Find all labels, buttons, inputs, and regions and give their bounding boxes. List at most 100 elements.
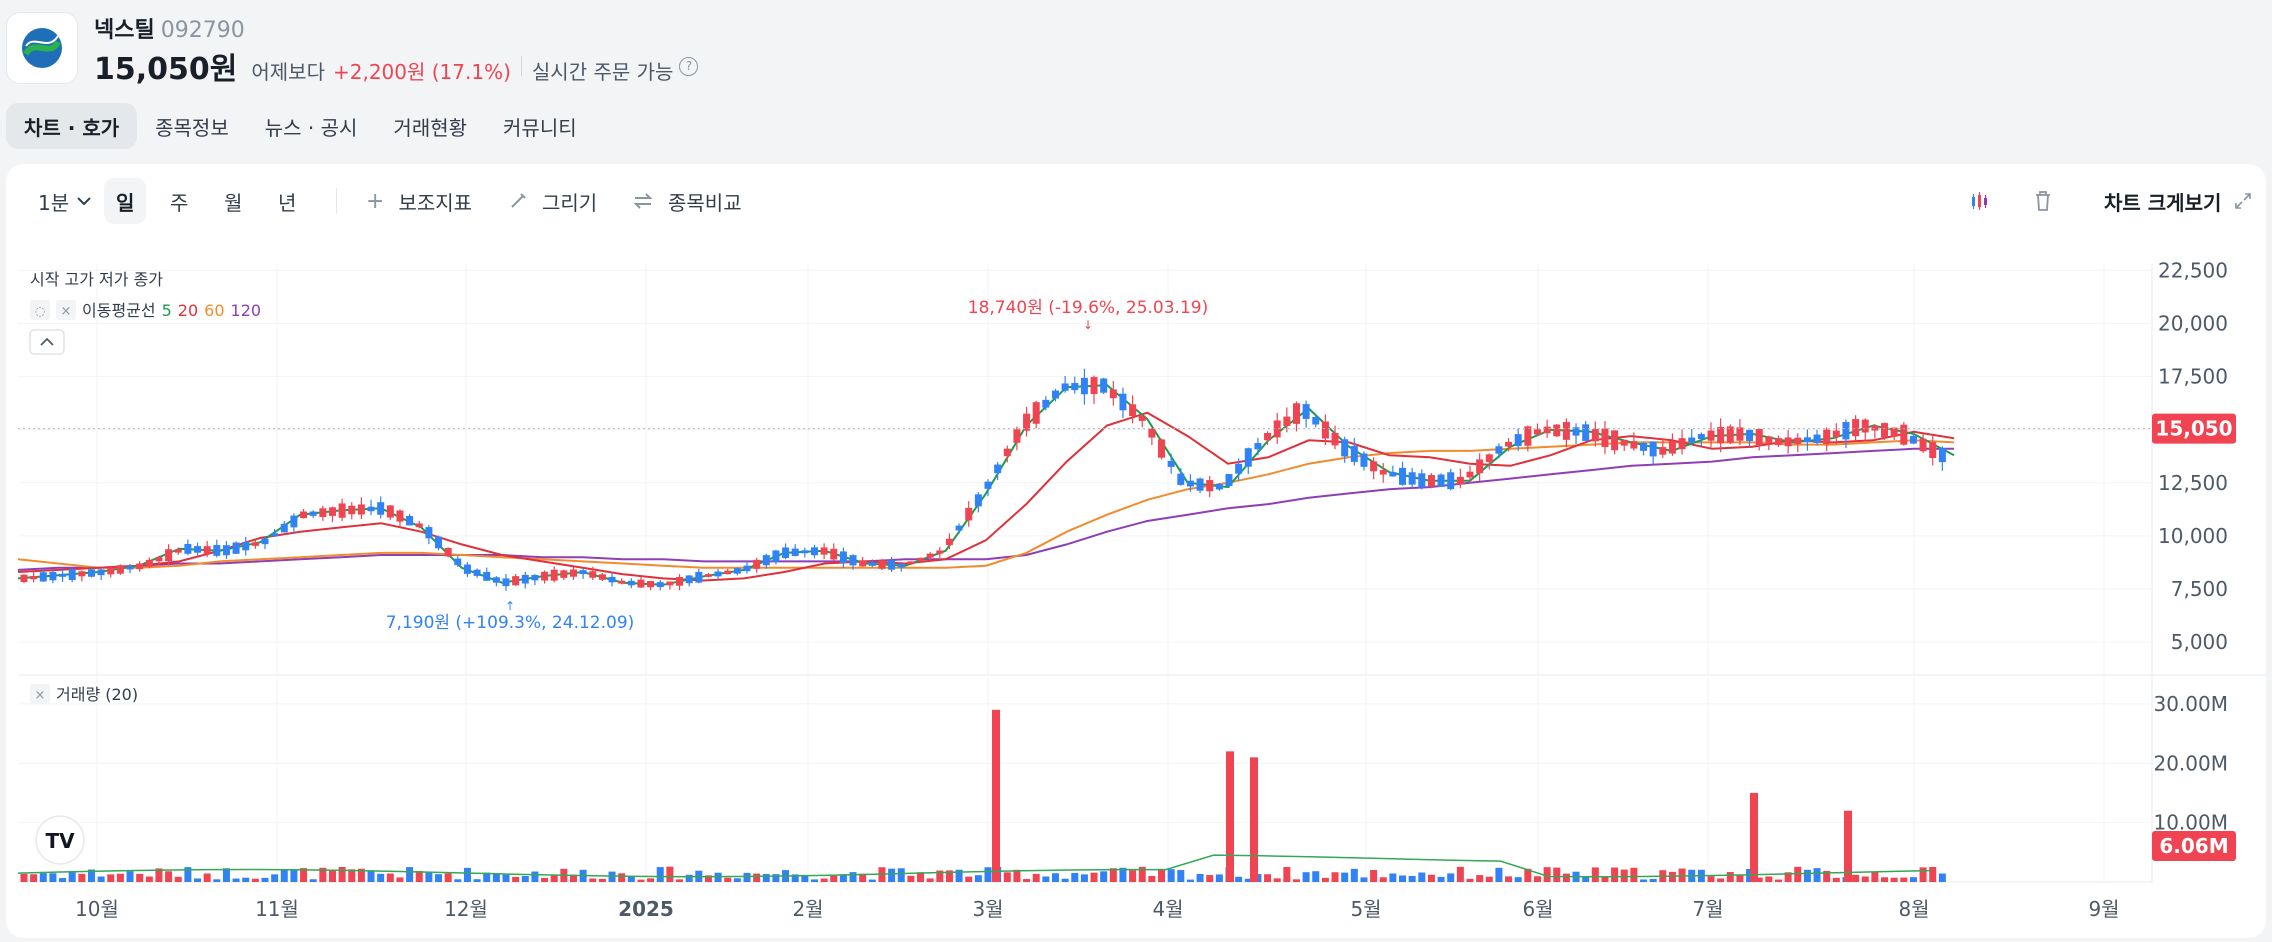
last-price-badge bbox=[2152, 413, 2236, 444]
tab-community[interactable]: 커뮤니티 bbox=[503, 115, 577, 140]
eye-toggle[interactable] bbox=[30, 300, 50, 320]
candle-body bbox=[194, 546, 202, 553]
tradingview-logo[interactable] bbox=[35, 815, 85, 865]
volume-remove-button[interactable] bbox=[30, 684, 50, 704]
candle-body bbox=[1341, 439, 1349, 457]
price-tick-label: 12,500 bbox=[2158, 471, 2228, 495]
ma-remove-button[interactable] bbox=[56, 300, 76, 320]
volume-bar bbox=[1823, 870, 1831, 882]
volume-bar bbox=[1765, 876, 1773, 882]
candle-body bbox=[174, 549, 182, 553]
tab-trading-status[interactable]: 거래현황 bbox=[393, 115, 468, 140]
candle-body bbox=[1360, 453, 1368, 467]
candle-body bbox=[1331, 432, 1339, 446]
candle-body bbox=[1100, 378, 1108, 393]
candle-body bbox=[1784, 437, 1792, 447]
candle-body bbox=[888, 560, 896, 570]
period-week-button[interactable]: 주 bbox=[170, 190, 189, 215]
volume-bar bbox=[598, 878, 606, 882]
candle-style-icon bbox=[1972, 192, 1987, 210]
tab-chart-orderbook[interactable]: 차트 · 호가 bbox=[6, 103, 138, 149]
candle-body bbox=[30, 576, 38, 580]
candle-body bbox=[1370, 461, 1378, 472]
candle-body bbox=[1321, 421, 1329, 439]
candle-body bbox=[271, 533, 279, 537]
trash-icon bbox=[2036, 191, 2050, 211]
volume-bar bbox=[1283, 866, 1291, 882]
candle-body bbox=[319, 508, 327, 518]
volume-bar bbox=[1389, 873, 1397, 882]
candle-body bbox=[762, 555, 770, 566]
compare-button[interactable]: 종목비교 bbox=[620, 178, 754, 224]
volume-bar bbox=[309, 879, 317, 882]
tab-stock-info[interactable]: 종목정보 bbox=[155, 115, 229, 140]
collapse-legend-button[interactable] bbox=[29, 329, 65, 355]
period-day-button[interactable]: 일 bbox=[104, 178, 147, 224]
candle-body bbox=[338, 503, 346, 518]
volume-bar bbox=[733, 878, 741, 882]
volume-bar bbox=[888, 868, 896, 882]
volume-bar bbox=[1177, 870, 1185, 882]
period-year-button[interactable]: 년 bbox=[278, 190, 297, 215]
volume-peak-bar bbox=[1250, 757, 1258, 882]
candle-body bbox=[415, 523, 423, 528]
tab-news[interactable]: 뉴스 · 공시 bbox=[264, 115, 358, 140]
candle-body bbox=[1688, 437, 1696, 443]
candle-body bbox=[1553, 424, 1561, 437]
fullscreen-label: 차트 크게보기 bbox=[2104, 190, 2222, 215]
volume-bar bbox=[618, 873, 626, 882]
candle-body bbox=[878, 560, 886, 569]
volume-tick-label: 30.00M bbox=[2153, 692, 2228, 716]
fullscreen-button[interactable]: 차트 크게보기 bbox=[2092, 178, 2265, 224]
volume-bar bbox=[463, 867, 471, 882]
period-month-button[interactable]: 월 bbox=[224, 190, 243, 215]
volume-bar bbox=[1871, 871, 1879, 882]
volume-bar bbox=[492, 873, 500, 882]
volume-bar bbox=[666, 866, 674, 882]
volume-bar bbox=[39, 873, 47, 882]
volume-bar bbox=[1630, 867, 1638, 882]
candle-body bbox=[897, 563, 905, 568]
candle-body bbox=[868, 562, 876, 566]
candle-body bbox=[1302, 404, 1310, 419]
volume-bar bbox=[377, 873, 385, 882]
candle-body bbox=[1803, 437, 1811, 443]
volume-bar bbox=[1167, 869, 1175, 882]
price-change: +2,200원 (17.1%) bbox=[332, 60, 511, 84]
price-chart[interactable]: 22,50020,00017,50015,00012,50010,0007,50… bbox=[6, 164, 2266, 938]
delete-drawings-button[interactable] bbox=[2020, 178, 2066, 224]
candle-body bbox=[714, 571, 722, 577]
candle-body bbox=[1794, 437, 1802, 444]
chart-style-button[interactable] bbox=[1956, 178, 2004, 224]
indicators-button[interactable]: + 보조지표 bbox=[354, 178, 484, 224]
volume-bar bbox=[1929, 866, 1937, 882]
time-tick-label: 12월 bbox=[444, 897, 488, 921]
candle-body bbox=[830, 548, 838, 560]
candle-body bbox=[1649, 441, 1657, 457]
candle-body bbox=[859, 560, 867, 567]
last-volume-badge bbox=[2152, 831, 2236, 861]
candle-body bbox=[955, 525, 963, 531]
candle-body bbox=[473, 569, 481, 576]
candle-body bbox=[1476, 459, 1484, 474]
volume-bar bbox=[1215, 874, 1223, 882]
candle-body bbox=[242, 541, 250, 551]
last-volume-label: 6.06M bbox=[2159, 834, 2228, 858]
volume-bar bbox=[637, 879, 645, 882]
volume-bar bbox=[830, 875, 838, 882]
volume-bar bbox=[1726, 872, 1734, 882]
draw-button[interactable]: 그리기 bbox=[496, 178, 609, 224]
candle-body bbox=[589, 571, 597, 578]
volume-bar bbox=[1138, 866, 1146, 882]
volume-bar bbox=[319, 867, 327, 882]
volume-bar bbox=[1813, 868, 1821, 882]
candle-body bbox=[1071, 383, 1079, 391]
interval-dropdown[interactable]: 1분 bbox=[26, 178, 105, 224]
candle-body bbox=[1881, 423, 1889, 438]
volume-bar bbox=[897, 868, 905, 882]
volume-bar bbox=[1755, 877, 1763, 882]
candle-body bbox=[1350, 446, 1358, 462]
help-icon[interactable]: ? bbox=[679, 56, 699, 76]
volume-bar bbox=[49, 873, 57, 882]
chevron-up-icon bbox=[40, 337, 54, 346]
